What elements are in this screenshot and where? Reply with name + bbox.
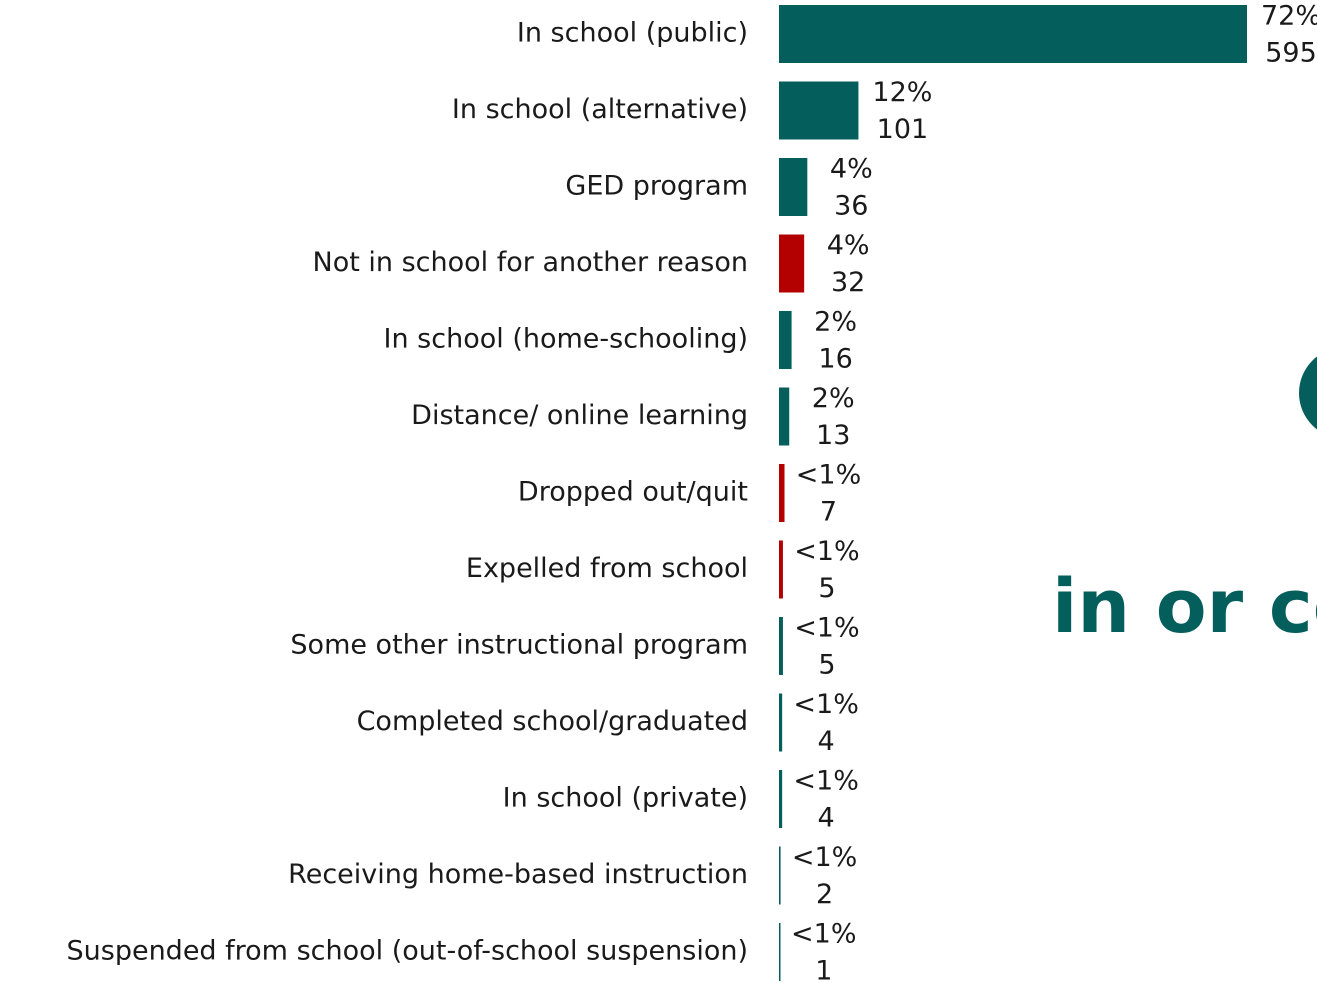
bar (779, 81, 859, 140)
value-label: 4 (818, 803, 835, 834)
value-label: 5 (818, 650, 835, 681)
category-label: Dropped out/quit (518, 477, 748, 508)
value-label: 13 (816, 420, 850, 451)
annotation: in or co (1052, 564, 1317, 650)
bar (779, 693, 783, 752)
bar (779, 540, 783, 599)
category-label: In school (home-schooling) (384, 324, 748, 355)
bar (779, 234, 805, 293)
bar (779, 158, 808, 216)
value-label: 101 (877, 114, 929, 145)
bar (779, 846, 781, 905)
percent-label: 4% (827, 230, 870, 261)
percent-label: <1% (791, 919, 856, 950)
bar (779, 770, 783, 828)
percent-label: 2% (812, 383, 855, 414)
bar (779, 617, 783, 675)
percent-label: <1% (792, 842, 857, 873)
bar (779, 923, 781, 981)
value-label: 16 (818, 344, 852, 375)
percent-label: <1% (793, 766, 858, 797)
value-label: 5 (818, 573, 835, 604)
value-label: 7 (820, 497, 837, 528)
bar (779, 311, 792, 369)
percent-label: <1% (796, 460, 861, 491)
value-label: 595 (1265, 38, 1317, 69)
category-label: Completed school/graduated (357, 706, 748, 737)
value-label: 32 (831, 267, 865, 298)
percent-label: 2% (814, 307, 857, 338)
bar (779, 464, 785, 522)
category-label: Receiving home-based instruction (288, 859, 748, 890)
decor-circle (1299, 356, 1317, 430)
percent-label: 72% (1261, 1, 1317, 32)
value-label: 4 (818, 726, 835, 757)
category-label: Expelled from school (466, 553, 748, 584)
category-label: Suspended from school (out-of-school sus… (67, 936, 749, 967)
value-label: 36 (834, 191, 868, 222)
bar (779, 5, 1247, 63)
percent-label: <1% (794, 613, 859, 644)
category-label: In school (private) (503, 783, 748, 814)
value-label: 1 (815, 956, 832, 983)
category-label: In school (alternative) (452, 94, 748, 125)
percent-label: <1% (794, 536, 859, 567)
category-label: Some other instructional program (290, 630, 748, 661)
category-label: Not in school for another reason (313, 247, 748, 278)
category-label: GED program (565, 171, 748, 202)
category-label: In school (public) (517, 18, 748, 49)
value-label: 2 (816, 879, 833, 910)
category-label: Distance/ online learning (411, 400, 748, 431)
percent-label: 4% (830, 154, 873, 185)
percent-label: <1% (793, 689, 858, 720)
percent-label: 12% (872, 77, 932, 108)
bar (779, 387, 790, 446)
